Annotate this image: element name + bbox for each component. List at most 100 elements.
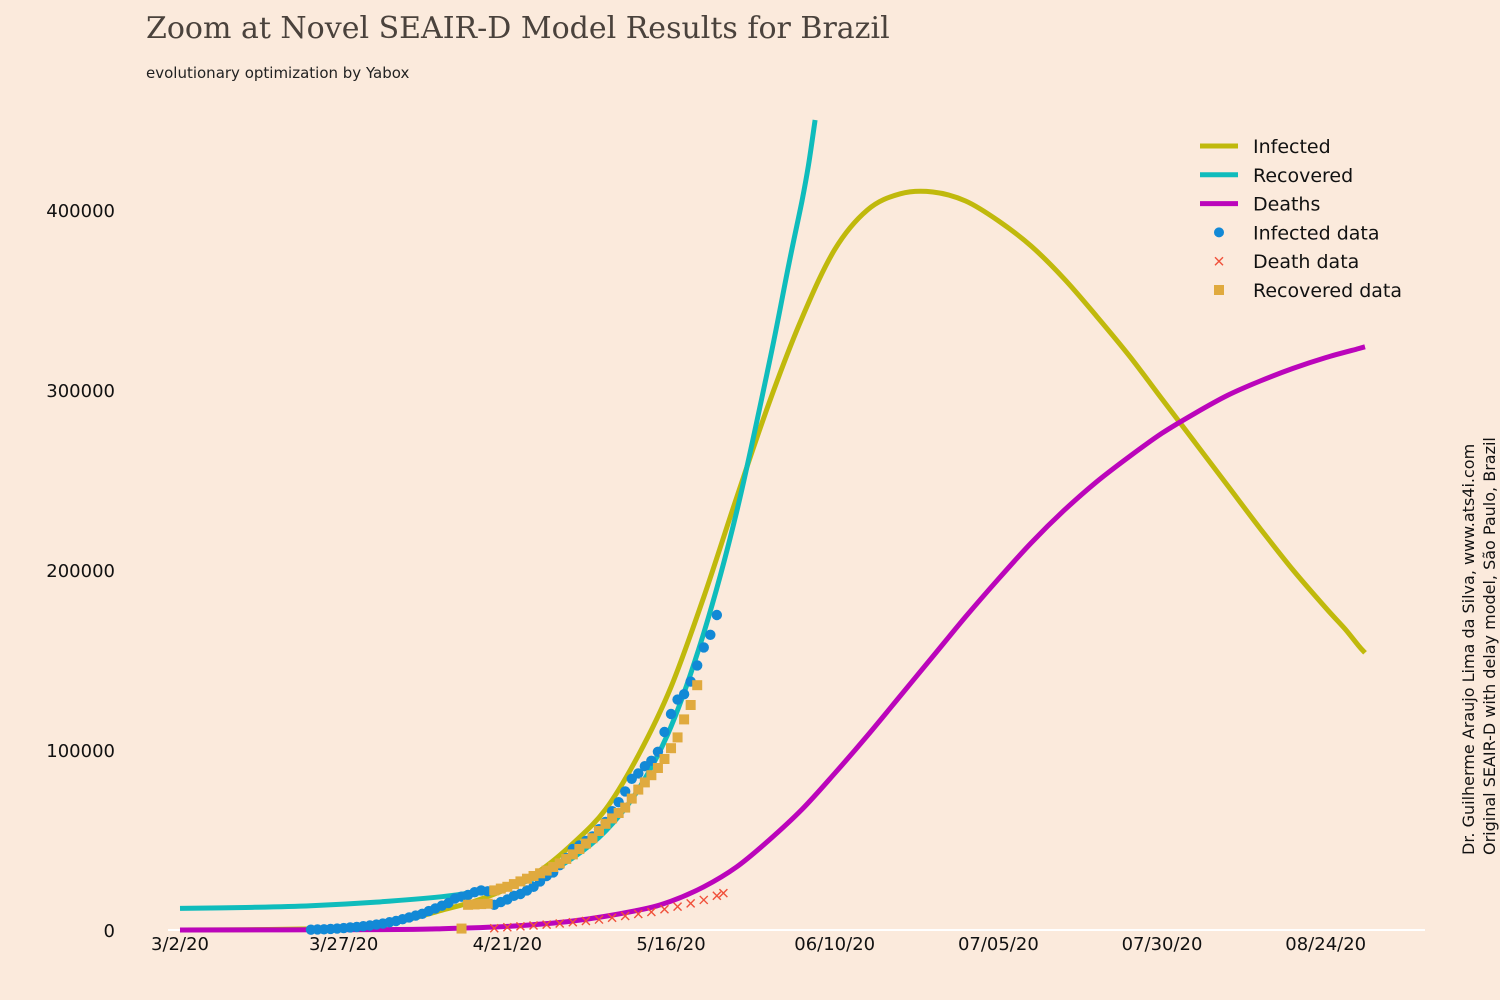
point-recovered-data	[521, 873, 532, 884]
point-infected-data	[705, 629, 716, 640]
series-lines	[179, 119, 1367, 933]
legend-circle-marker	[1214, 227, 1224, 238]
series-line-deaths	[179, 344, 1366, 933]
point-infected-data	[678, 689, 690, 700]
x-tick-label: 3/27/20	[309, 934, 378, 955]
point-recovered-data	[613, 808, 624, 818]
point-recovered-data	[659, 754, 670, 764]
point-recovered-data	[594, 826, 605, 836]
point-recovered-data	[626, 793, 637, 804]
series-points	[305, 609, 728, 935]
series-line-recovered	[179, 119, 818, 911]
credit-2: Original SEAIR-D with delay model, São P…	[1480, 437, 1499, 855]
point-death-data	[646, 907, 656, 917]
y-tick-label: 400000	[46, 201, 115, 222]
point-recovered-data	[620, 802, 631, 813]
legend-item: Death data	[1214, 251, 1359, 273]
credit-line-1: Dr. Guilherme Araujo Lima da Silva, www.…	[1459, 444, 1478, 855]
point-death-data	[718, 888, 728, 898]
legend-label: Death data	[1253, 251, 1359, 273]
chart-subtitle: evolutionary optimization by Yabox	[146, 64, 409, 82]
point-recovered-data	[554, 858, 565, 869]
point-recovered-data	[541, 865, 552, 876]
point-death-data	[489, 923, 499, 933]
legend-square-marker	[1214, 285, 1224, 295]
point-recovered-data	[685, 700, 696, 710]
x-tick-label: 4/21/20	[473, 934, 542, 955]
x-tick-label: 07/05/20	[958, 934, 1039, 955]
point-death-data	[542, 920, 552, 930]
point-death-data	[686, 898, 696, 908]
legend-label: Infected	[1253, 136, 1331, 158]
point-recovered-data	[515, 876, 526, 887]
point-death-data	[594, 915, 604, 925]
point-recovered-data	[502, 881, 513, 892]
point-death-data	[712, 891, 722, 901]
point-death-data	[502, 922, 512, 932]
point-recovered-data	[535, 868, 546, 879]
point-death-data	[673, 902, 683, 912]
point-infected-data	[665, 708, 677, 720]
credit-line-2: Original SEAIR-D with delay model, São P…	[1480, 437, 1499, 855]
chart-title: Zoom at Novel SEAIR-D Model Results for …	[146, 11, 890, 46]
y-axis-ticks: 0 100000 200000 300000 400000	[46, 201, 115, 942]
point-recovered-data	[489, 885, 500, 896]
legend-x-marker	[1214, 256, 1224, 266]
x-tick-label: 07/30/20	[1122, 934, 1203, 955]
legend-item: Deaths	[1200, 194, 1320, 216]
point-recovered-data	[672, 732, 683, 743]
legend-item: Recovered	[1200, 165, 1353, 187]
legend-label: Deaths	[1253, 194, 1320, 216]
point-death-data	[568, 917, 578, 927]
point-recovered-data	[561, 853, 572, 864]
legend-label: Recovered	[1253, 165, 1353, 187]
point-recovered-data	[580, 838, 591, 849]
point-infected-data	[698, 642, 709, 653]
point-recovered-data	[600, 818, 611, 829]
point-infected-data	[659, 726, 670, 738]
point-death-data	[659, 904, 669, 914]
point-recovered-data	[495, 883, 506, 894]
point-recovered-data	[548, 862, 559, 872]
point-recovered-data	[482, 898, 493, 909]
point-recovered-data	[633, 784, 644, 795]
point-recovered-data	[469, 899, 480, 910]
legend-label: Recovered data	[1253, 280, 1402, 302]
point-death-data	[620, 911, 630, 921]
x-tick-label: 06/10/20	[794, 934, 875, 955]
point-death-data	[555, 919, 565, 929]
point-recovered-data	[574, 844, 585, 854]
point-recovered-data	[607, 813, 618, 824]
x-tick-label: 08/24/20	[1285, 934, 1366, 955]
point-death-data	[515, 921, 525, 931]
point-death-data	[581, 916, 591, 926]
x-tick-label: 5/16/20	[636, 934, 705, 955]
point-recovered-data	[463, 899, 474, 910]
point-recovered-data	[587, 833, 598, 844]
point-recovered-data	[639, 777, 650, 788]
legend: Infected Recovered Deaths Infected data Deat…	[1200, 136, 1402, 302]
point-infected-data	[711, 609, 723, 621]
y-tick-label: 0	[104, 921, 115, 942]
point-recovered-data	[476, 899, 487, 910]
point-recovered-data	[652, 763, 663, 773]
point-recovered-data	[508, 879, 519, 890]
credit: Dr. Guilherme Araujo Lima da Silva, www.…	[1459, 444, 1478, 855]
x-axis-ticks: 3/2/20 3/27/20 4/21/20 5/16/20 06/10/20 07/05…	[151, 934, 1366, 955]
point-recovered-data	[456, 923, 467, 934]
legend-item: Infected	[1200, 136, 1331, 158]
series-line-infected	[179, 188, 1367, 933]
point-recovered-data	[646, 770, 657, 781]
y-tick-label: 200000	[46, 561, 115, 582]
y-tick-label: 300000	[46, 381, 115, 402]
point-recovered-data	[666, 743, 677, 754]
point-infected-data	[633, 768, 644, 779]
point-death-data	[607, 913, 617, 923]
point-death-data	[633, 909, 643, 919]
legend-item: Infected data	[1214, 222, 1380, 244]
legend-item: Recovered data	[1214, 280, 1402, 302]
point-infected-data	[692, 660, 703, 671]
point-recovered-data	[692, 680, 703, 691]
point-death-data	[699, 895, 709, 905]
